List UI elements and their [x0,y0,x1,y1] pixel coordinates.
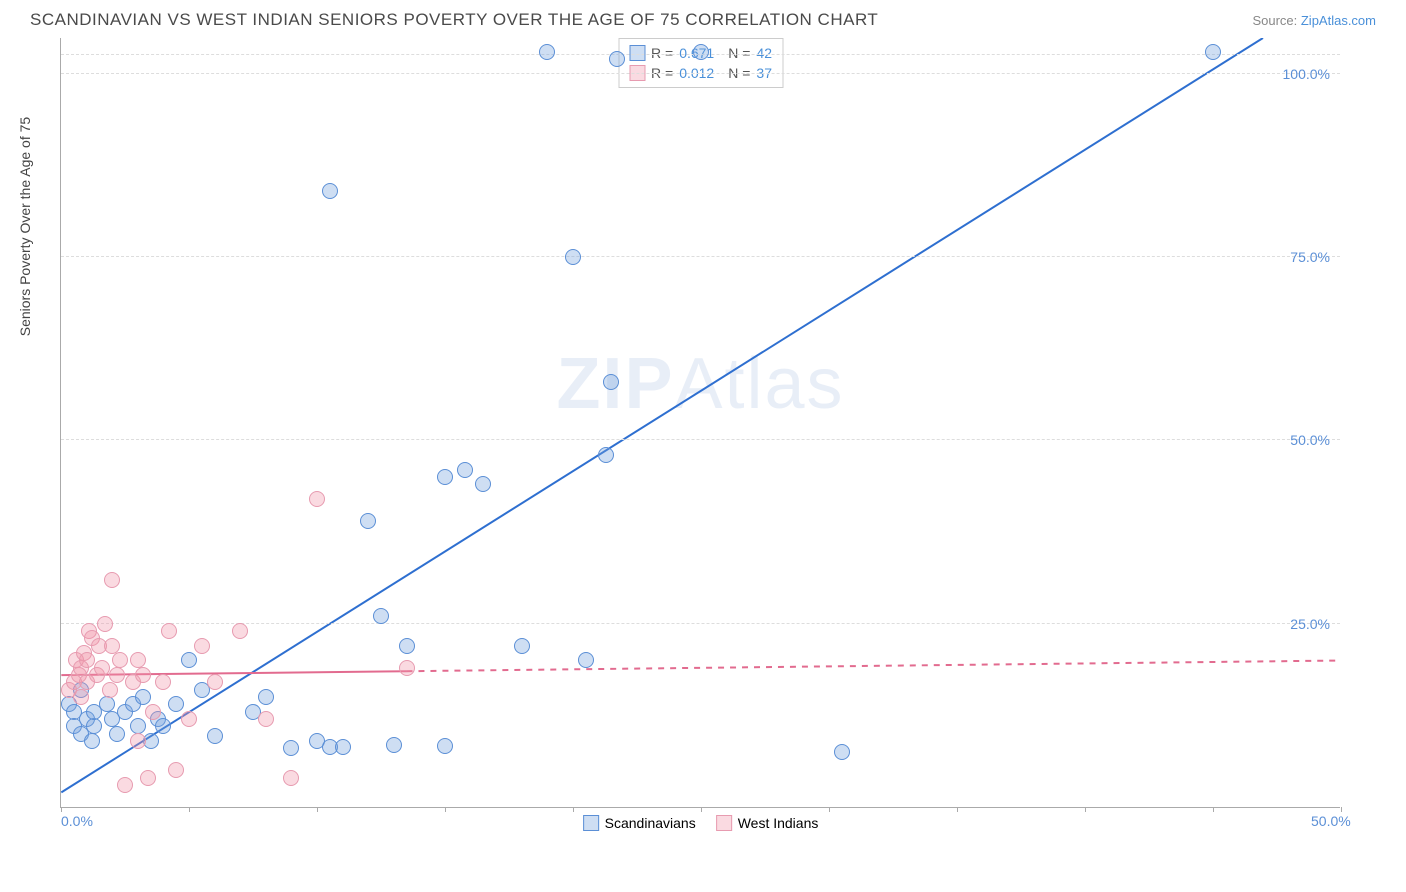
data-point [109,726,125,742]
data-point [578,652,594,668]
scatter-plot: ZIPAtlas R = 0.671 N = 42 R = 0.012 N = … [60,38,1340,808]
x-tick [573,807,574,812]
data-point [161,623,177,639]
chart-title: SCANDINAVIAN VS WEST INDIAN SENIORS POVE… [30,10,878,30]
data-point [437,469,453,485]
data-point [309,491,325,507]
y-axis-label: Seniors Poverty Over the Age of 75 [17,117,33,336]
trend-lines [61,38,1340,807]
gridline [61,73,1340,74]
data-point [86,718,102,734]
x-tick [701,807,702,812]
data-point [283,740,299,756]
data-point [475,476,491,492]
x-tick-label: 0.0% [61,813,93,829]
data-point [104,638,120,654]
x-tick [445,807,446,812]
data-point [693,44,709,60]
gridline [61,439,1340,440]
legend-item-scandinavians: Scandinavians [583,815,696,831]
data-point [386,737,402,753]
data-point [258,711,274,727]
data-point [322,183,338,199]
data-point [598,447,614,463]
y-tick-label: 75.0% [1290,249,1330,265]
chart-area: Seniors Poverty Over the Age of 75 ZIPAt… [35,38,1375,838]
data-point [207,728,223,744]
data-point [84,733,100,749]
data-point [609,51,625,67]
data-point [539,44,555,60]
data-point [155,718,171,734]
data-point [102,682,118,698]
legend-swatch-icon [583,815,599,831]
y-tick-label: 50.0% [1290,432,1330,448]
x-tick [317,807,318,812]
x-tick [829,807,830,812]
legend-swatch-icon [716,815,732,831]
x-tick [1085,807,1086,812]
x-tick [189,807,190,812]
data-point [360,513,376,529]
data-point [232,623,248,639]
data-point [603,374,619,390]
data-point [373,608,389,624]
data-point [399,660,415,676]
data-point [514,638,530,654]
legend-item-west-indians: West Indians [716,815,819,831]
y-tick-label: 100.0% [1283,66,1330,82]
data-point [335,739,351,755]
source-link[interactable]: ZipAtlas.com [1301,13,1376,28]
x-tick [1213,807,1214,812]
data-point [109,667,125,683]
data-point [194,638,210,654]
y-tick-label: 25.0% [1290,616,1330,632]
data-point [399,638,415,654]
watermark: ZIPAtlas [556,343,844,425]
data-point [140,770,156,786]
data-point [117,777,133,793]
data-point [130,733,146,749]
data-point [181,652,197,668]
data-point [79,652,95,668]
series-legend: Scandinavians West Indians [583,815,819,831]
data-point [104,572,120,588]
data-point [457,462,473,478]
data-point [565,249,581,265]
data-point [168,696,184,712]
data-point [135,667,151,683]
x-tick-label: 50.0% [1311,813,1351,829]
data-point [130,718,146,734]
x-tick [61,807,62,812]
data-point [130,652,146,668]
legend-swatch-icon [629,45,645,61]
data-point [834,744,850,760]
data-point [1205,44,1221,60]
data-point [145,704,161,720]
gridline [61,256,1340,257]
data-point [207,674,223,690]
data-point [283,770,299,786]
data-point [99,696,115,712]
data-point [73,689,89,705]
data-point [181,711,197,727]
data-point [112,652,128,668]
x-tick [957,807,958,812]
data-point [94,660,110,676]
x-tick [1341,807,1342,812]
source-attribution: Source: ZipAtlas.com [1252,13,1376,28]
gridline [61,623,1340,624]
data-point [437,738,453,754]
data-point [135,689,151,705]
data-point [97,616,113,632]
data-point [168,762,184,778]
data-point [155,674,171,690]
data-point [258,689,274,705]
